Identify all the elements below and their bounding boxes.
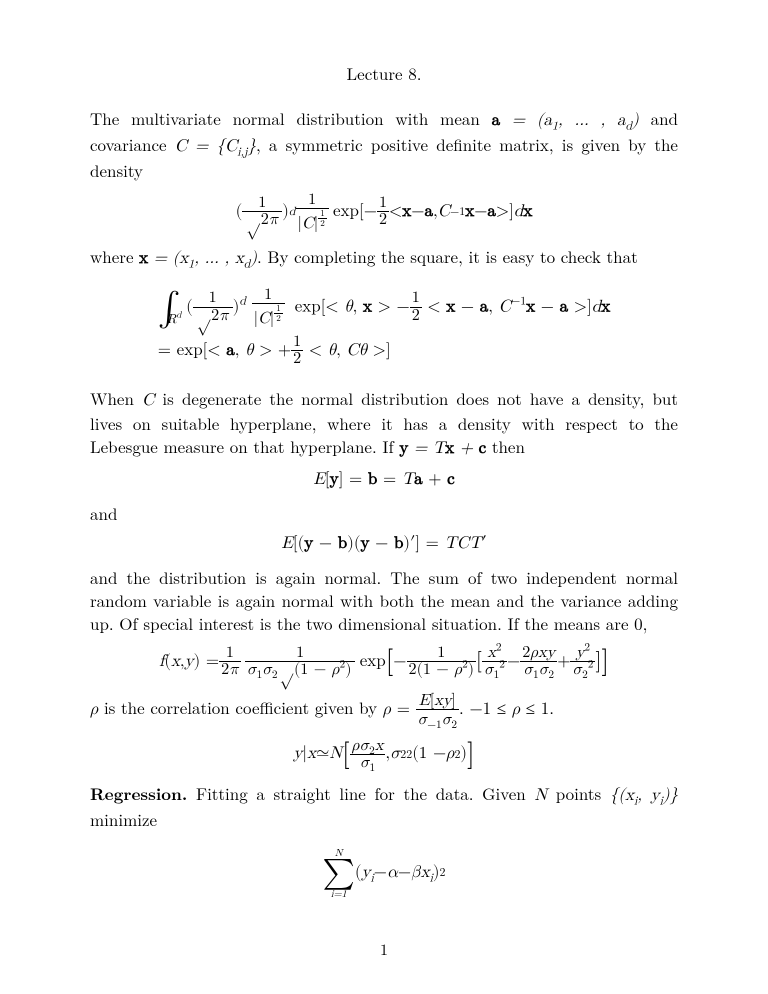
eq-cov: E[(y − b)(y − b)′] = TCT′ — [90, 533, 678, 556]
para3-b: is degenerate the normal distribution do… — [90, 386, 678, 459]
para3-a: When — [90, 386, 142, 410]
eq-Ey: E[y] = b = Ta + c — [90, 469, 678, 492]
regression-label: Regression. — [90, 782, 187, 806]
eq-density: (12π)d 1|C|12 exp[−12 < x − a, C−1x − a … — [90, 192, 678, 233]
rho-b: . — [459, 695, 469, 719]
para3-c: then — [486, 434, 525, 458]
para-degenerate: When C is degenerate the normal distribu… — [90, 387, 678, 462]
and-1: and — [90, 502, 678, 525]
para-regression: Regression. Fitting a straight line for … — [90, 782, 678, 831]
para2-b: . By completing the square, it is easy t… — [257, 244, 638, 268]
para-sumnormal: and the distribution is again normal. Th… — [90, 566, 678, 635]
para-rho: ρ is the correlation coefficient given b… — [90, 691, 678, 729]
page-number: 1 — [0, 938, 768, 960]
lecture-title: Lecture 8. — [90, 62, 678, 85]
eq-rss: N∑i=1 (yi − α − βxi)2 — [90, 841, 678, 899]
page: Lecture 8. The multivariate normal distr… — [0, 0, 768, 994]
eq-bivariate: f(x, y) = 12π 1σ1σ2(1 − ρ2) exp [ − 12(1… — [90, 645, 678, 679]
para1-a: The multivariate normal distribution wit… — [90, 106, 492, 130]
para-intro: The multivariate normal distribution wit… — [90, 107, 678, 182]
reg-t2: points — [547, 781, 610, 805]
reg-t1: Fitting a straight line for the data. Gi… — [187, 781, 534, 805]
para2-a: where — [90, 244, 139, 268]
rho-a: is the correlation coefficient given by — [98, 695, 382, 719]
reg-t3: minimize — [90, 807, 157, 831]
eq-mgf: ∫Rd (12π)d 1|C|12 exp[< θ, x > −12 < x −… — [90, 281, 678, 375]
para-where: where x = (x1, … , xd). By completing th… — [90, 245, 678, 271]
eq-conditional: y|x ≃ N[ρσ2xσ1, σ22(1 − ρ2)] — [90, 738, 678, 772]
